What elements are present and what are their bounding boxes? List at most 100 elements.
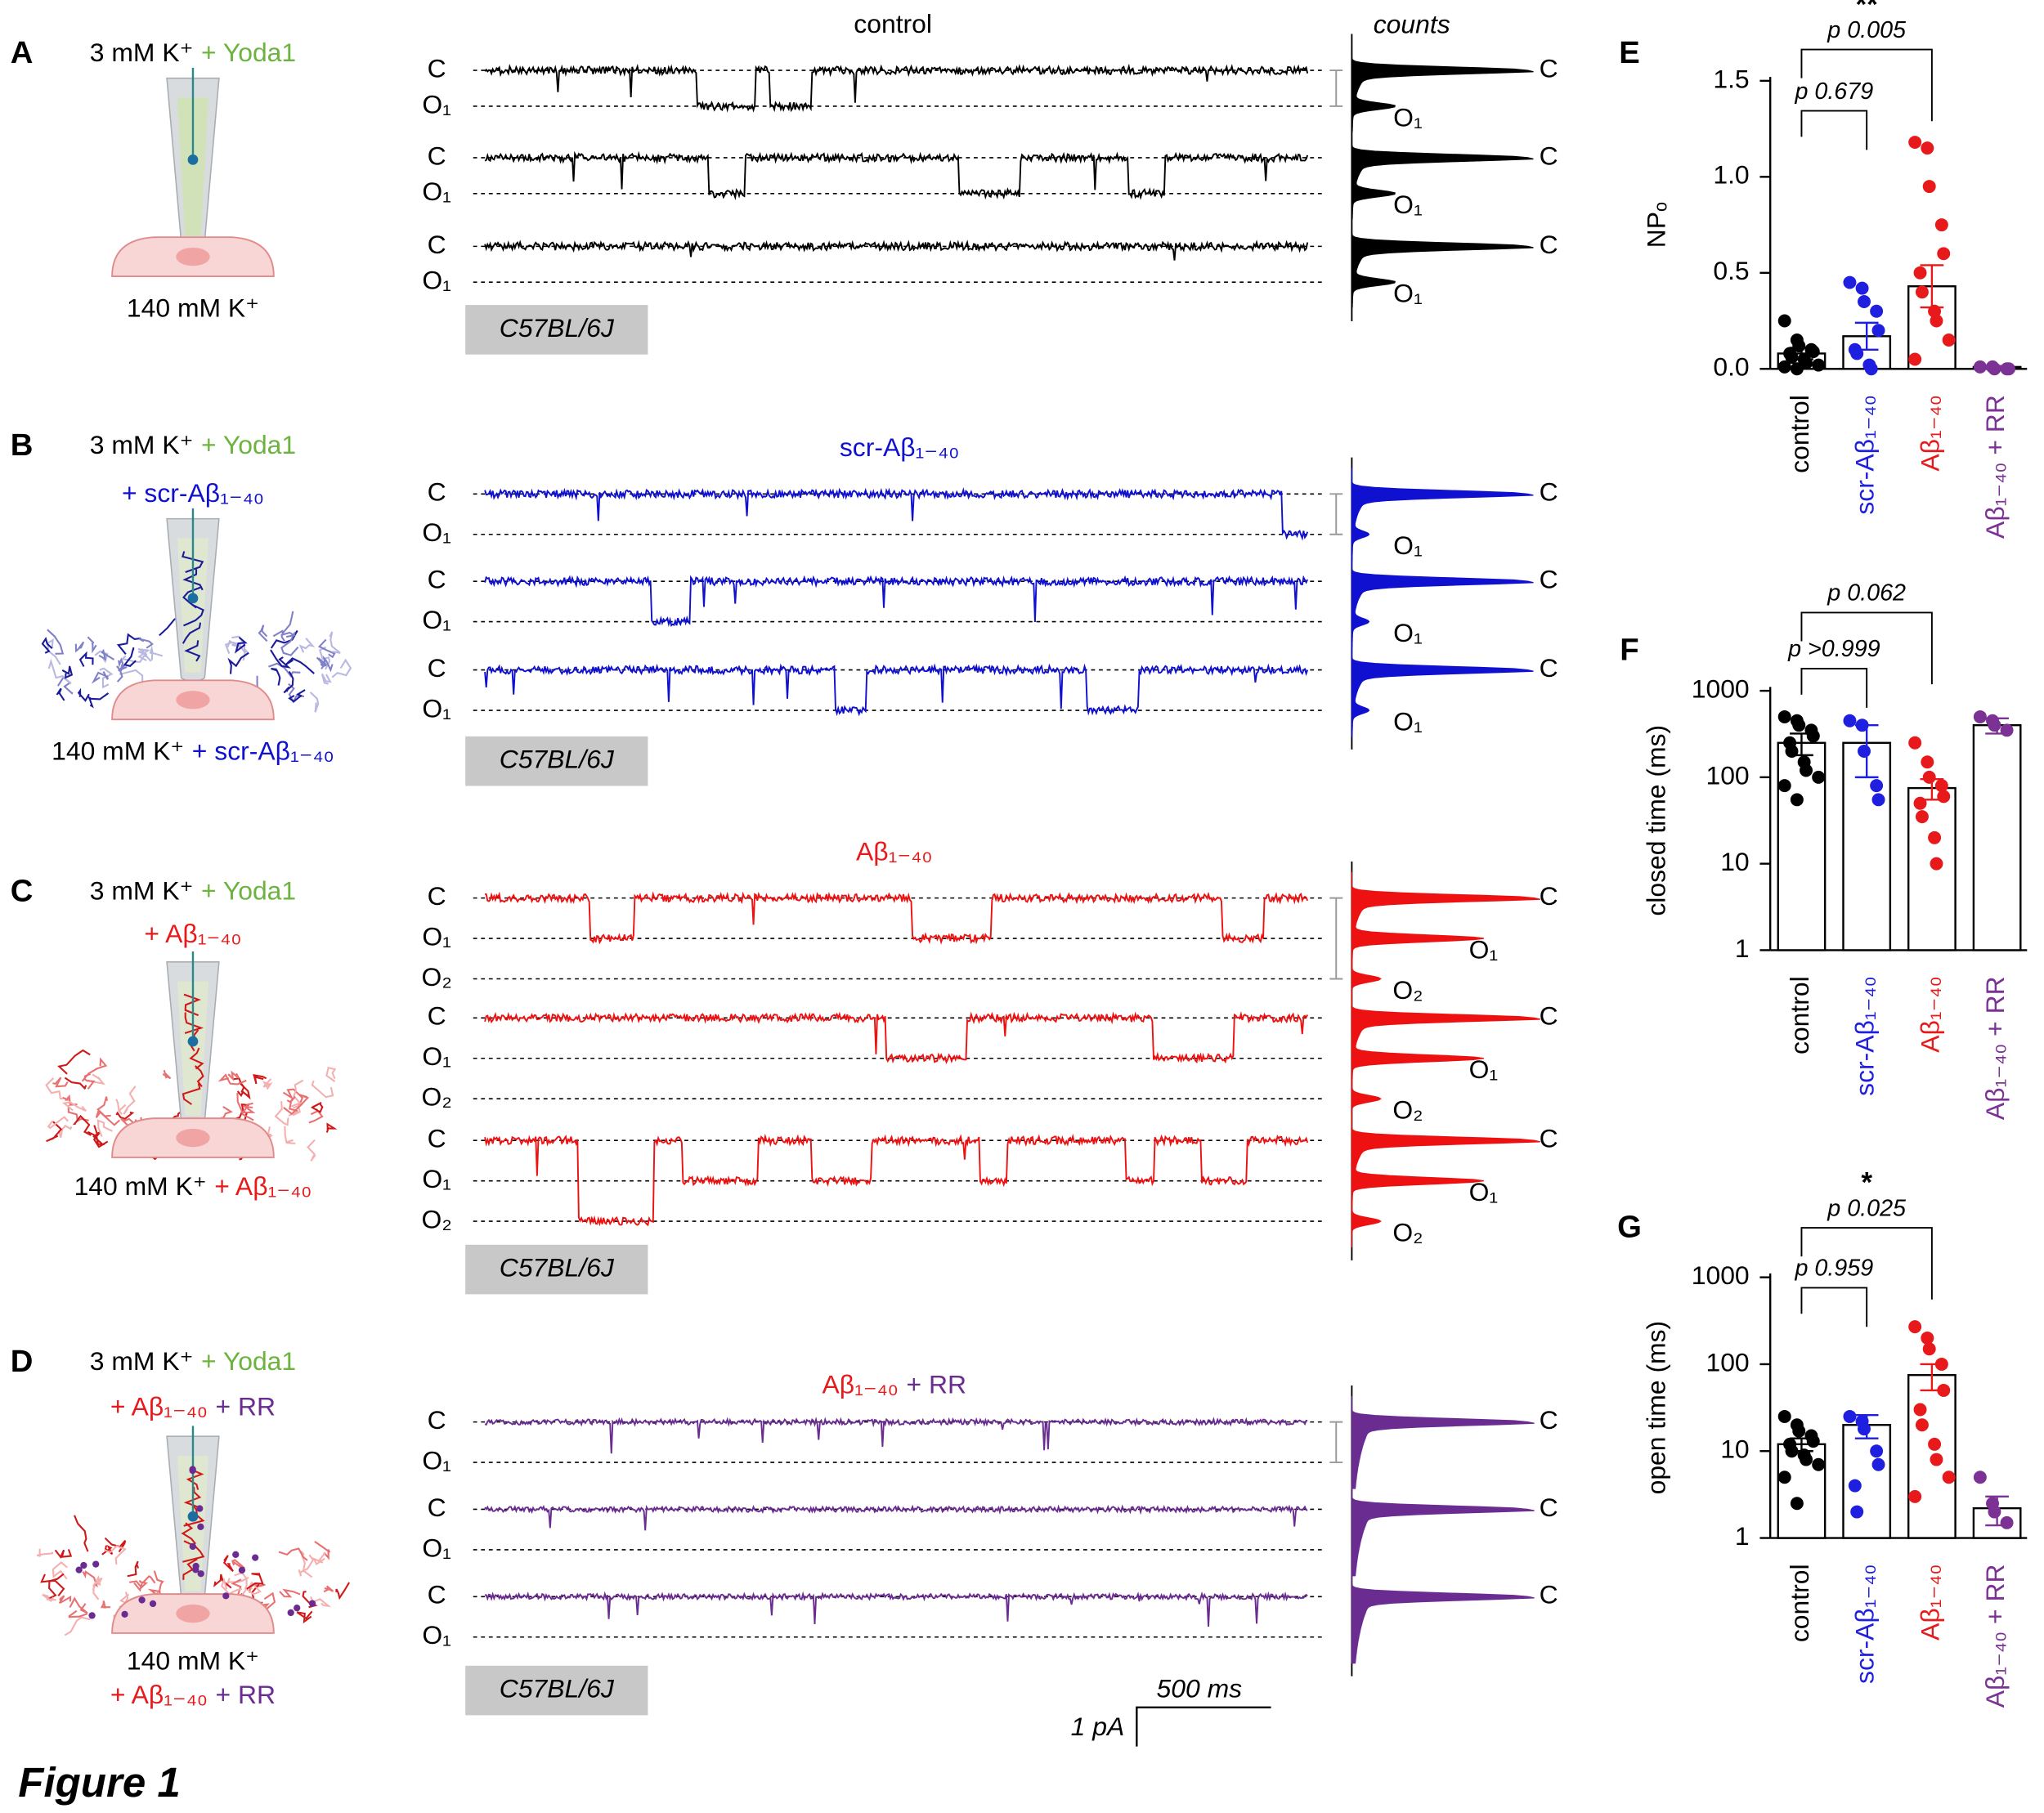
fibril [189,1047,204,1070]
data-point [1988,718,2001,732]
electrode-tip [187,1511,199,1522]
fibril [183,1486,202,1509]
fibril [288,1103,301,1117]
amplitude-bar [1329,69,1343,107]
data-point [1973,360,1987,374]
comparison-bracket [1800,1287,1868,1327]
amplitude-histogram [1351,220,1534,311]
fibril [77,687,90,702]
data-point [1915,810,1929,824]
amplitude-histogram [1351,1570,1535,1664]
nucleus [176,691,210,710]
data-point [1777,779,1791,793]
amplitude-bar [1329,493,1343,535]
fibril [162,1069,172,1080]
x-tick-label: control [1785,395,1814,473]
y-axis-label: closed time (ms) [1641,725,1670,916]
comparison-bracket [1800,668,1868,708]
fibril [319,646,331,670]
histogram-label: C [1540,141,1558,170]
strain-label: C57BL/6J [500,1674,615,1703]
fibril [83,1072,96,1090]
panel: A 3 mM K⁺ + Yoda1 140 mM K⁺ control counts C57… [11,9,1558,355]
fibril [56,676,74,695]
fibril [52,1561,68,1580]
fibril [307,1139,316,1162]
ruthenium-red [138,1596,146,1604]
panel-letter: G [1617,1210,1642,1245]
histogram-label: C [1540,565,1558,594]
data-point [1806,345,1820,359]
ruthenium-red [222,1592,230,1600]
fibril [104,1537,127,1553]
fibril [116,657,124,673]
level-label: O₁ [422,693,451,723]
fibril [153,1570,164,1600]
fibril [46,1573,65,1600]
fibril [47,1116,69,1130]
amplitude-bar [1329,1421,1343,1464]
data-point [1800,763,1813,777]
fibril [100,1600,111,1609]
fibril [300,1550,313,1578]
fibril [120,652,147,663]
fibril [310,1102,324,1113]
fibril [285,657,315,674]
p-value: p 0.679 [1794,78,1873,105]
y-tick-label: 1000 [1692,1260,1750,1290]
level-label: C [428,881,446,911]
data-point [1790,1497,1804,1511]
data-point [1973,1471,1987,1484]
fibril [61,1094,78,1106]
bar-chart: G 1 10 100 1000 open time (ms) control scr-Aβ₁₋… [1617,1167,2028,1708]
data-point [1871,793,1885,807]
histogram-label: O₂ [1392,975,1423,1005]
fibril [183,603,204,627]
histogram-label: O₁ [1469,1054,1499,1084]
histogram-label: O₁ [1393,190,1423,219]
histogram-label: C [1540,1493,1558,1522]
level-label: C [428,477,446,507]
fibril [92,1577,103,1600]
histogram-label: O₁ [1469,1177,1499,1206]
text-span: + RR [216,1392,276,1421]
text-span: + Aβ₁₋₄₀ [144,919,241,948]
fibril [96,1119,114,1137]
data-point [1942,1471,1956,1484]
data-point [1913,1403,1927,1417]
text-line: Aβ₁₋₄₀ + RR [823,1370,966,1399]
fibril [221,1577,242,1596]
current-trace [484,487,1309,541]
data-point [1988,1505,2001,1519]
histogram-label: C [1540,230,1558,259]
data-point [1937,247,1951,261]
fibril [57,1049,91,1075]
data-point [1921,141,1934,155]
amplitude-histogram [1351,871,1540,1005]
text-span: + scr-Aβ₁₋₄₀ [122,478,264,508]
level-label: O₂ [422,1205,452,1234]
y-tick-label: 1.0 [1713,160,1749,190]
fibril [325,1066,337,1082]
panel: B 3 mM K⁺ + Yoda1 + scr-Aβ₁₋₄₀ 140 mM K⁺ + sc… [11,428,1558,786]
fibril [137,651,152,662]
amplitude-histogram [1351,44,1534,135]
data-point [1848,1479,1862,1493]
ruthenium-red [294,1605,301,1612]
nucleus [176,1128,210,1148]
panel-letter: C [11,873,34,908]
data-point [1922,180,1936,194]
fibril [317,638,336,659]
fibril [272,611,294,638]
strain-box [465,1665,648,1716]
data-point [1930,857,1943,871]
text-span: 140 mM K⁺ [127,1646,259,1676]
panel-letter: E [1619,35,1640,70]
fibril [182,622,202,644]
current-trace [484,1417,1308,1454]
data-point [1908,136,1922,150]
panel-letter: B [11,428,34,463]
data-point [1777,1409,1791,1423]
data-point [1792,339,1806,353]
